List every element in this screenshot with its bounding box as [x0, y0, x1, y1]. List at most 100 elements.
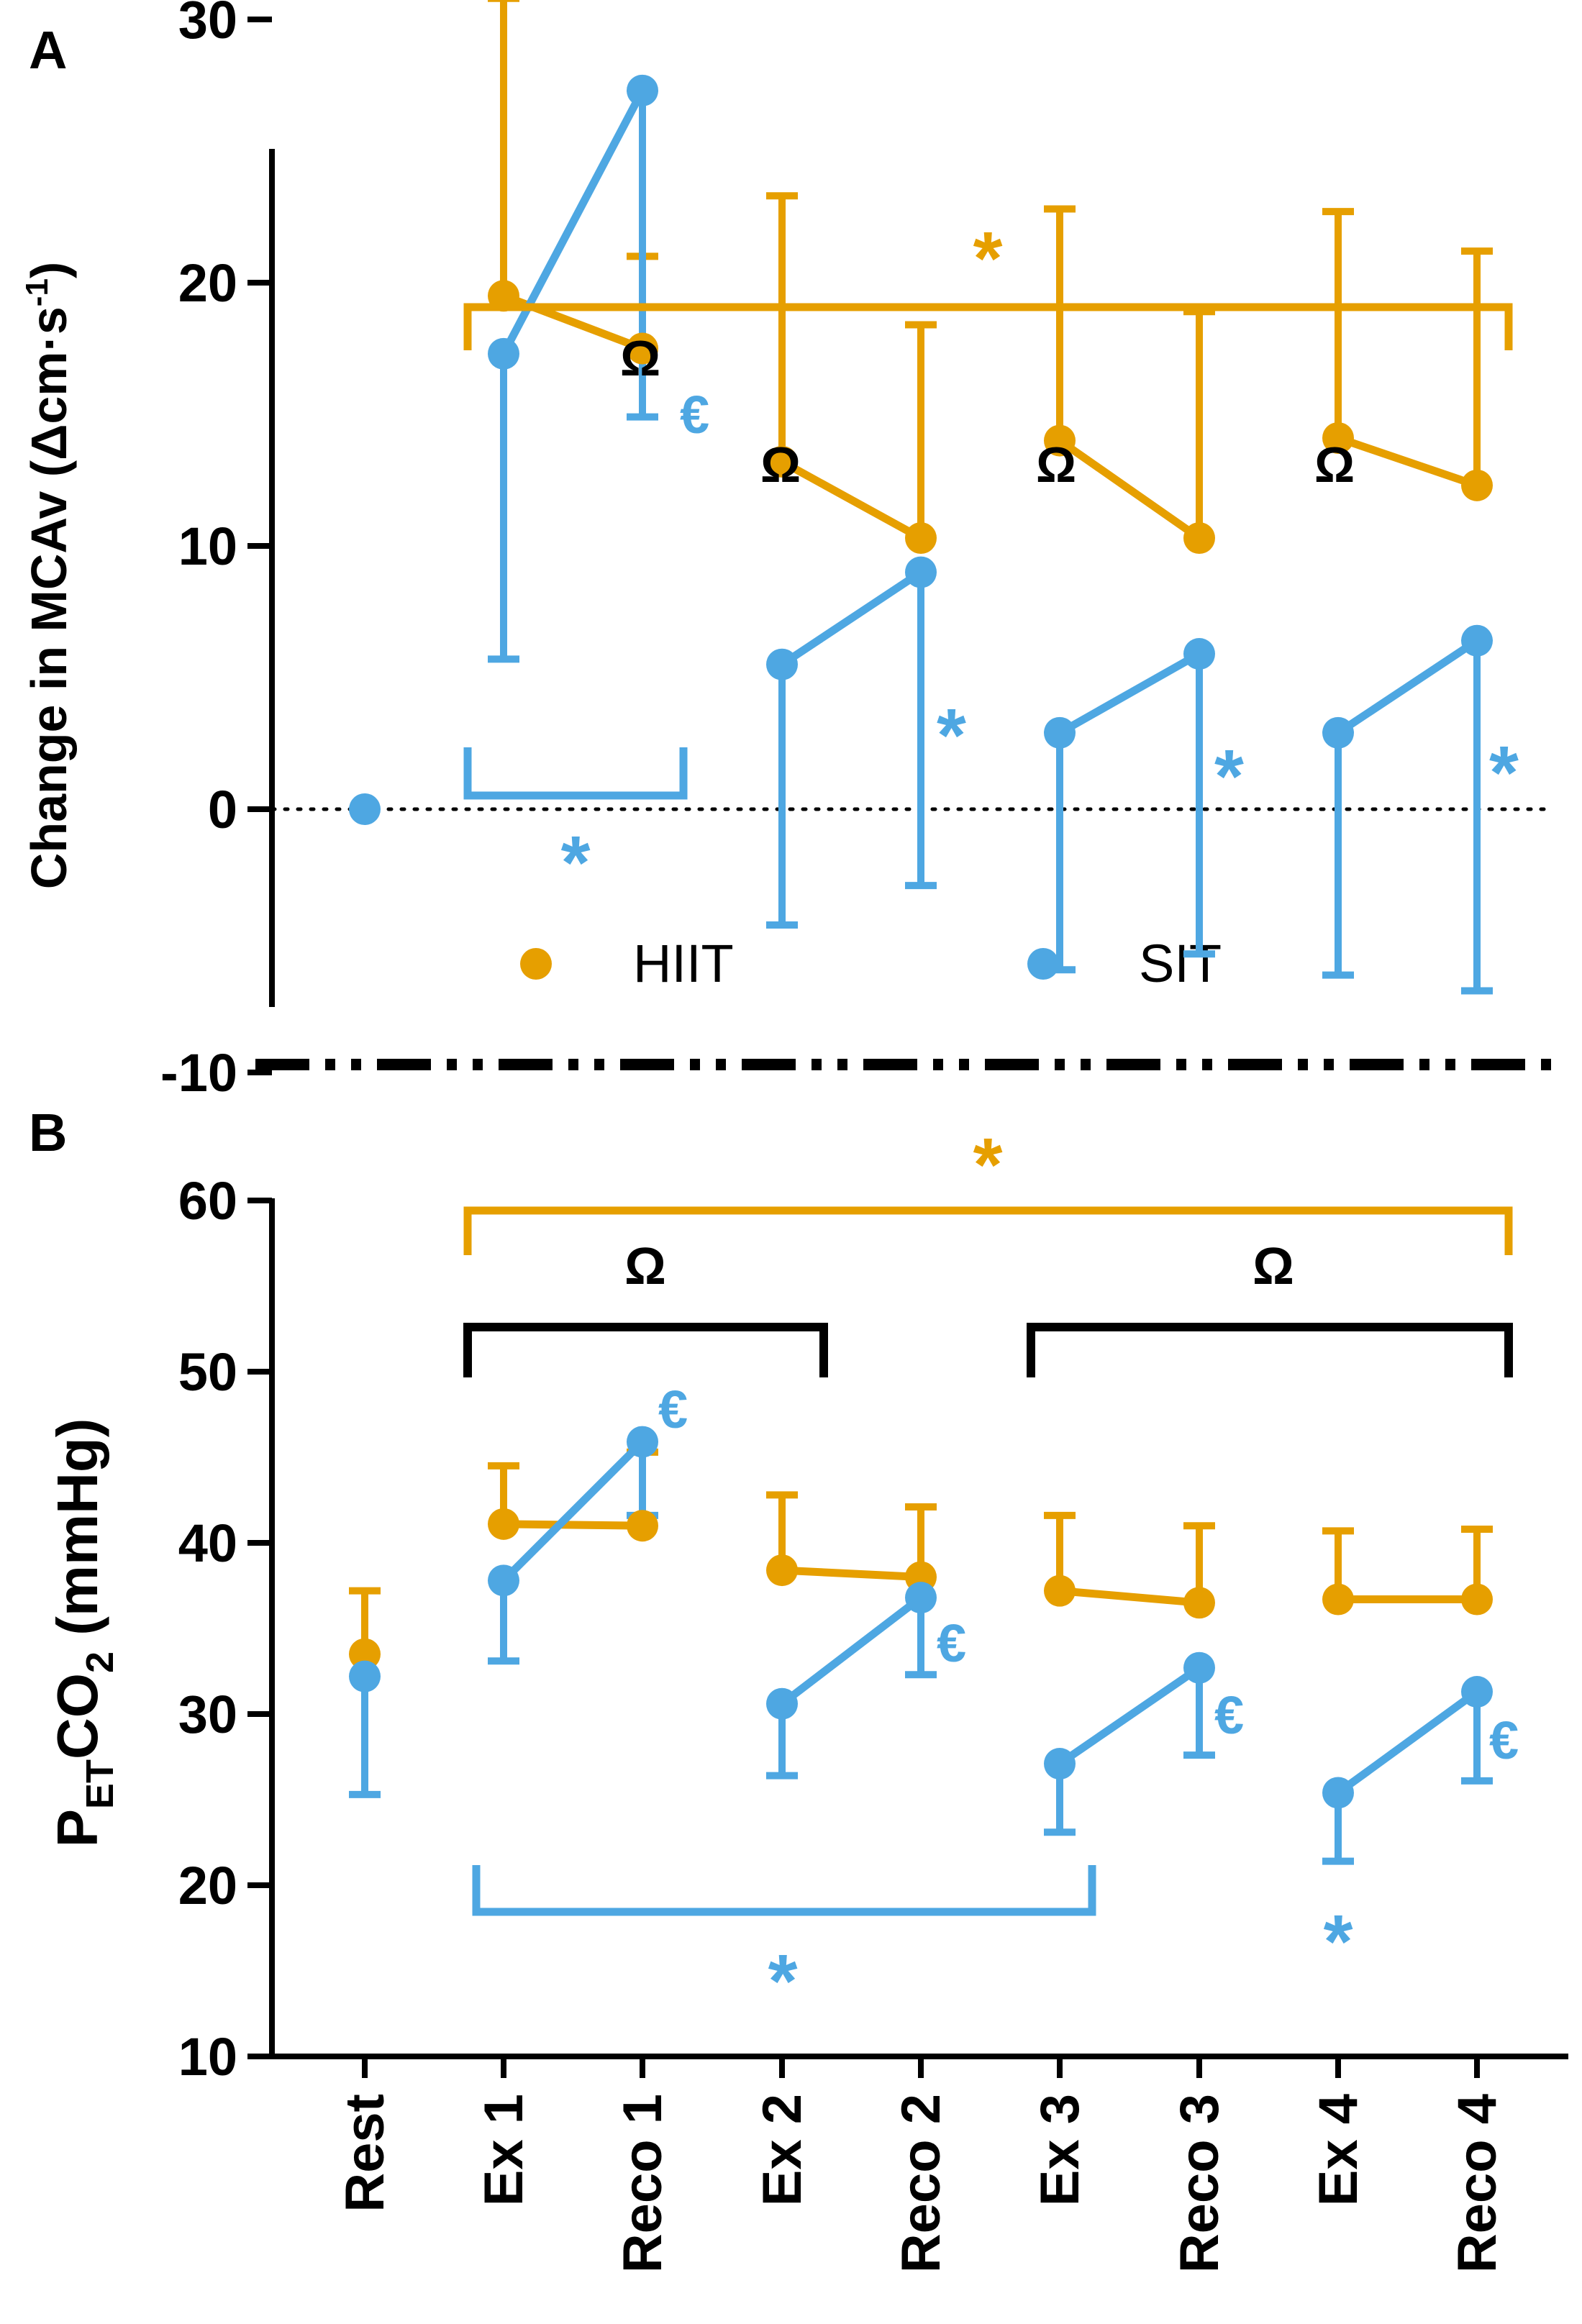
series-line-sit: [1057, 1664, 1202, 1767]
data-point-sit: [1183, 638, 1215, 670]
bracket-hiit-b: [463, 1206, 1513, 1255]
panel-b-letter: B: [29, 1103, 67, 1162]
y-tick-label-b: 50: [178, 1342, 237, 1402]
y-tick-label-a: 30: [178, 0, 237, 50]
data-point-sit: [1183, 1651, 1215, 1684]
bracket-omega-b-right: [1027, 1323, 1513, 1377]
y-tick-label-a: 20: [178, 253, 237, 313]
y-tick-label-b: 10: [178, 2027, 237, 2087]
data-point-sit: [766, 1687, 798, 1720]
data-point-sit: [905, 556, 937, 588]
y-tick-label-a: 10: [178, 516, 237, 576]
x-tick-label: Ex 1: [473, 2094, 535, 2206]
data-point-hiit: [1044, 424, 1076, 457]
panel-a-ylabel-close: ): [21, 262, 77, 278]
data-point-sit: [1461, 1676, 1493, 1708]
series-line-sit: [779, 569, 924, 668]
data-point-hiit: [627, 332, 658, 365]
data-point-sit: [1322, 1777, 1354, 1809]
panel-b-ylabel: PETCO2 (mmHg): [45, 1418, 122, 1848]
legend-hiit-label: HIIT: [633, 934, 734, 993]
y-tick-label-b: 40: [178, 1513, 237, 1573]
data-point-hiit: [766, 445, 798, 478]
data-point-sit: [1322, 716, 1354, 749]
bracket-sit-b: [472, 1865, 1096, 1916]
y-tick-label-a: -10: [160, 1043, 237, 1103]
y-tick-label-b: 60: [178, 1171, 237, 1231]
bracket-sit-a: [463, 747, 688, 800]
x-tick-label: Ex 4: [1308, 2094, 1369, 2206]
chart-b: 10 20 30 40 50 60 Rest Ex 1 Reco 1 Ex 2 Reco 2 Ex 3…: [178, 1123, 1568, 2273]
panel-a-ylabel-text: Change in MCAv (Δcm·s: [21, 306, 77, 889]
series-line-sit: [1335, 1688, 1480, 1796]
series-line-hiit: [780, 458, 923, 542]
x-tick-label: Reco 3: [1169, 2094, 1230, 2273]
data-point-hiit: [1044, 1575, 1076, 1607]
data-point-hiit: [1183, 522, 1215, 555]
omega-a-ex1: Ω: [620, 330, 660, 386]
panel-b-ylabel-2: 2: [78, 1651, 122, 1673]
euro-b-reco2: €: [937, 1613, 966, 1673]
omega-b-left: Ω: [624, 1238, 666, 1295]
x-tick-label: Ex 3: [1029, 2094, 1091, 2206]
y-tick-label-a: 0: [208, 780, 237, 839]
omega-a-ex4: Ω: [1314, 437, 1355, 493]
data-point-sit: [905, 1582, 937, 1614]
series-line-sit: [1058, 650, 1201, 737]
x-tick-label: Ex 2: [752, 2094, 813, 2206]
panel-b-ylabel-p: P: [45, 1809, 109, 1847]
data-point-sit: [766, 648, 798, 680]
y-tick-label-b: 20: [178, 1856, 237, 1915]
panel-a-ylabel-superscript: -1: [19, 278, 55, 306]
panel-b-ylabel-co: CO: [45, 1673, 109, 1759]
series-line-hiit: [1337, 434, 1478, 490]
star-hiit-a: *: [973, 217, 1003, 301]
data-point-sit: [488, 1564, 519, 1597]
data-point-hiit: [1183, 1587, 1215, 1619]
data-point-hiit: [1322, 1583, 1354, 1616]
omega-a-ex3: Ω: [1036, 437, 1076, 493]
star-sit-b: *: [768, 1939, 798, 2023]
x-tick-label: Reco 2: [891, 2094, 952, 2273]
data-point-sit: [349, 1660, 381, 1692]
x-tick-label: Reco 1: [612, 2094, 673, 2273]
star-hiit-b: *: [973, 1123, 1003, 1207]
series-line-sit: [501, 1439, 645, 1584]
data-point-hiit: [488, 1508, 519, 1540]
series-line-hiit: [503, 1520, 643, 1530]
series-line-hiit: [781, 1566, 922, 1582]
star-sit-a-reco4: *: [1489, 731, 1519, 815]
legend-sit-label: SIT: [1139, 934, 1222, 993]
data-point-hiit: [905, 522, 937, 555]
data-point-sit: [1044, 716, 1076, 749]
legend-hiit-marker: [520, 948, 552, 980]
euro-a-reco1: €: [680, 385, 709, 445]
star-sit-a-reco2: *: [937, 693, 966, 778]
data-point-hiit: [349, 1638, 381, 1670]
bracket-omega-b-left: [463, 1323, 828, 1377]
legend-sit-marker: [1027, 948, 1059, 980]
series-line-sit: [1335, 637, 1480, 737]
omega-a-ex2: Ω: [760, 437, 801, 493]
data-point-hiit: [627, 1510, 658, 1542]
data-point-sit: [1461, 624, 1493, 657]
euro-b-reco3: €: [1214, 1685, 1244, 1745]
bracket-hiit-a: [463, 303, 1513, 350]
data-point-hiit: [766, 1554, 798, 1587]
star-sit-a-reco3: *: [1214, 734, 1244, 819]
data-point-sit: [627, 1426, 658, 1458]
data-point-hiit: [1461, 1583, 1493, 1616]
data-point-sit: [1044, 1748, 1076, 1780]
x-tick-label: Reco 4: [1447, 2094, 1508, 2273]
data-point-hiit: [1322, 421, 1354, 454]
y-tick-label-b: 30: [178, 1685, 237, 1744]
star-sit-a: *: [561, 821, 591, 905]
omega-b-right: Ω: [1253, 1238, 1294, 1295]
series-line-hiit: [1057, 437, 1202, 542]
data-point-sit: [349, 793, 381, 825]
series-line-sit: [779, 1594, 924, 1708]
star-sit-b-ex4: *: [1324, 1900, 1353, 1984]
